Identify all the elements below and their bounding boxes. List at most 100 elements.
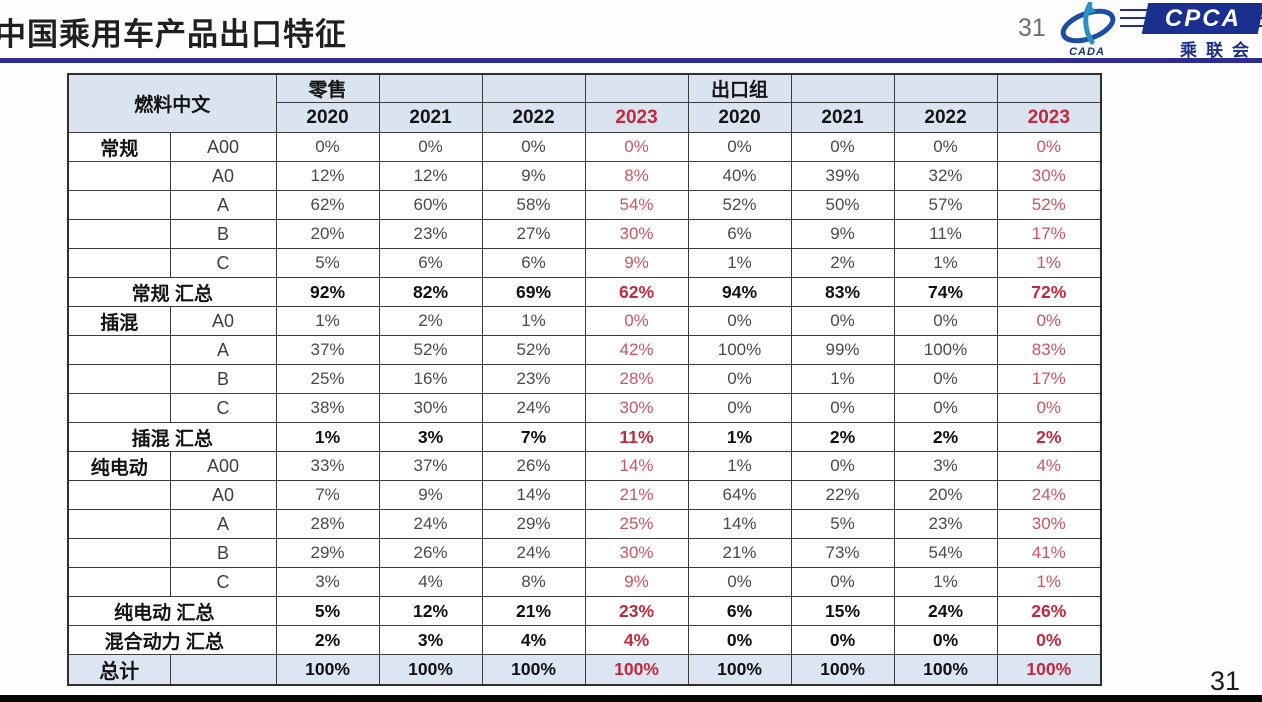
value-cell: 14%: [481, 480, 586, 510]
value-cell: 3%: [378, 422, 483, 452]
page-title: 中国乘用车产品出口特征: [0, 17, 347, 52]
value-cell: 0%: [584, 306, 689, 336]
table-row: B 20% 23% 27% 30% 6% 9% 11% 17%: [67, 219, 1102, 249]
table-row: 插混 A0 1% 2% 1% 0% 0% 0% 0% 0%: [67, 306, 1102, 336]
cada-logo: CADA: [1052, 1, 1140, 58]
empty-label-cell: [67, 161, 171, 191]
table-row: A 62% 60% 58% 54% 52% 50% 57% 52%: [67, 190, 1102, 220]
value-cell: 52%: [687, 190, 792, 220]
value-cell: 83%: [790, 277, 895, 307]
size-class-label: A: [169, 509, 277, 539]
table-row: B 29% 26% 24% 30% 21% 73% 54% 41%: [67, 538, 1102, 568]
value-cell: 2%: [378, 306, 483, 336]
size-class-label: B: [169, 364, 277, 394]
value-cell: 6%: [687, 596, 792, 626]
value-cell: 1%: [893, 248, 998, 278]
value-cell: 69%: [481, 277, 586, 307]
value-cell: 52%: [378, 335, 483, 365]
value-cell: 100%: [378, 654, 483, 686]
value-cell: 100%: [996, 654, 1102, 686]
value-cell: 100%: [584, 654, 689, 686]
value-cell: 24%: [481, 538, 586, 568]
empty-header-cell: [378, 73, 483, 103]
year-header: 2022: [893, 102, 998, 133]
value-cell: 58%: [481, 190, 586, 220]
value-cell: 27%: [481, 219, 586, 249]
empty-label-cell: [67, 364, 171, 394]
value-cell: 0%: [893, 132, 998, 162]
page-number-top: 31: [1018, 14, 1046, 42]
value-cell: 23%: [378, 219, 483, 249]
empty-label-cell: [67, 219, 171, 249]
year-header: 2022: [481, 102, 586, 133]
value-cell: 23%: [481, 364, 586, 394]
value-cell: 20%: [893, 480, 998, 510]
value-cell: 2%: [996, 422, 1102, 452]
value-cell: 83%: [996, 335, 1102, 365]
value-cell: 1%: [996, 567, 1102, 597]
size-class-label: A: [169, 190, 277, 220]
value-cell: 11%: [584, 422, 689, 452]
value-cell: 0%: [790, 132, 895, 162]
value-cell: 74%: [893, 277, 998, 307]
subtotal-label: 常规 汇总: [67, 277, 277, 307]
table-row: A 37% 52% 52% 42% 100% 99% 100% 83%: [67, 335, 1102, 365]
cada-logo-text: CADA: [1069, 46, 1105, 58]
size-class-label: A: [169, 335, 277, 365]
empty-label-cell: [67, 393, 171, 423]
value-cell: 9%: [584, 248, 689, 278]
value-cell: 100%: [481, 654, 586, 686]
value-cell: 0%: [996, 306, 1102, 336]
value-cell: 37%: [378, 451, 483, 481]
table-row: B 25% 16% 23% 28% 0% 1% 0% 17%: [67, 364, 1102, 394]
value-cell: 5%: [275, 248, 380, 278]
value-cell: 8%: [481, 567, 586, 597]
value-cell: 100%: [893, 335, 998, 365]
value-cell: 4%: [481, 625, 586, 655]
value-cell: 3%: [378, 625, 483, 655]
value-cell: 24%: [893, 596, 998, 626]
value-cell: 4%: [584, 625, 689, 655]
value-cell: 1%: [275, 422, 380, 452]
value-cell: 94%: [687, 277, 792, 307]
value-cell: 2%: [275, 625, 380, 655]
value-cell: 0%: [996, 393, 1102, 423]
value-cell: 62%: [275, 190, 380, 220]
value-cell: 28%: [584, 364, 689, 394]
cpca-logo-box: CPCA: [1141, 3, 1262, 34]
value-cell: 21%: [584, 480, 689, 510]
value-cell: 17%: [996, 219, 1102, 249]
empty-label-cell: [67, 190, 171, 220]
value-cell: 1%: [893, 567, 998, 597]
value-cell: 8%: [584, 161, 689, 191]
value-cell: 7%: [275, 480, 380, 510]
value-cell: 9%: [790, 219, 895, 249]
value-cell: 0%: [790, 393, 895, 423]
value-cell: 100%: [687, 335, 792, 365]
value-cell: 52%: [996, 190, 1102, 220]
value-cell: 25%: [275, 364, 380, 394]
subtotal-label: 插混 汇总: [67, 422, 277, 452]
value-cell: 1%: [687, 451, 792, 481]
value-cell: 17%: [996, 364, 1102, 394]
size-class-label: B: [169, 538, 277, 568]
value-cell: 0%: [893, 393, 998, 423]
size-class-label: C: [169, 567, 277, 597]
value-cell: 100%: [893, 654, 998, 686]
fuel-group-label: 纯电动: [67, 451, 171, 481]
value-cell: 0%: [481, 132, 586, 162]
value-cell: 1%: [481, 306, 586, 336]
export-group-header: 出口组: [687, 73, 792, 103]
value-cell: 82%: [378, 277, 483, 307]
value-cell: 60%: [378, 190, 483, 220]
value-cell: 0%: [893, 364, 998, 394]
subtotal-label: 混合动力 汇总: [67, 625, 277, 655]
value-cell: 12%: [378, 161, 483, 191]
empty-label-cell: [67, 248, 171, 278]
page-number-bottom: 31: [1209, 666, 1240, 696]
empty-label-cell: [67, 538, 171, 568]
size-class-label: B: [169, 219, 277, 249]
value-cell: 0%: [275, 132, 380, 162]
value-cell: 26%: [378, 538, 483, 568]
